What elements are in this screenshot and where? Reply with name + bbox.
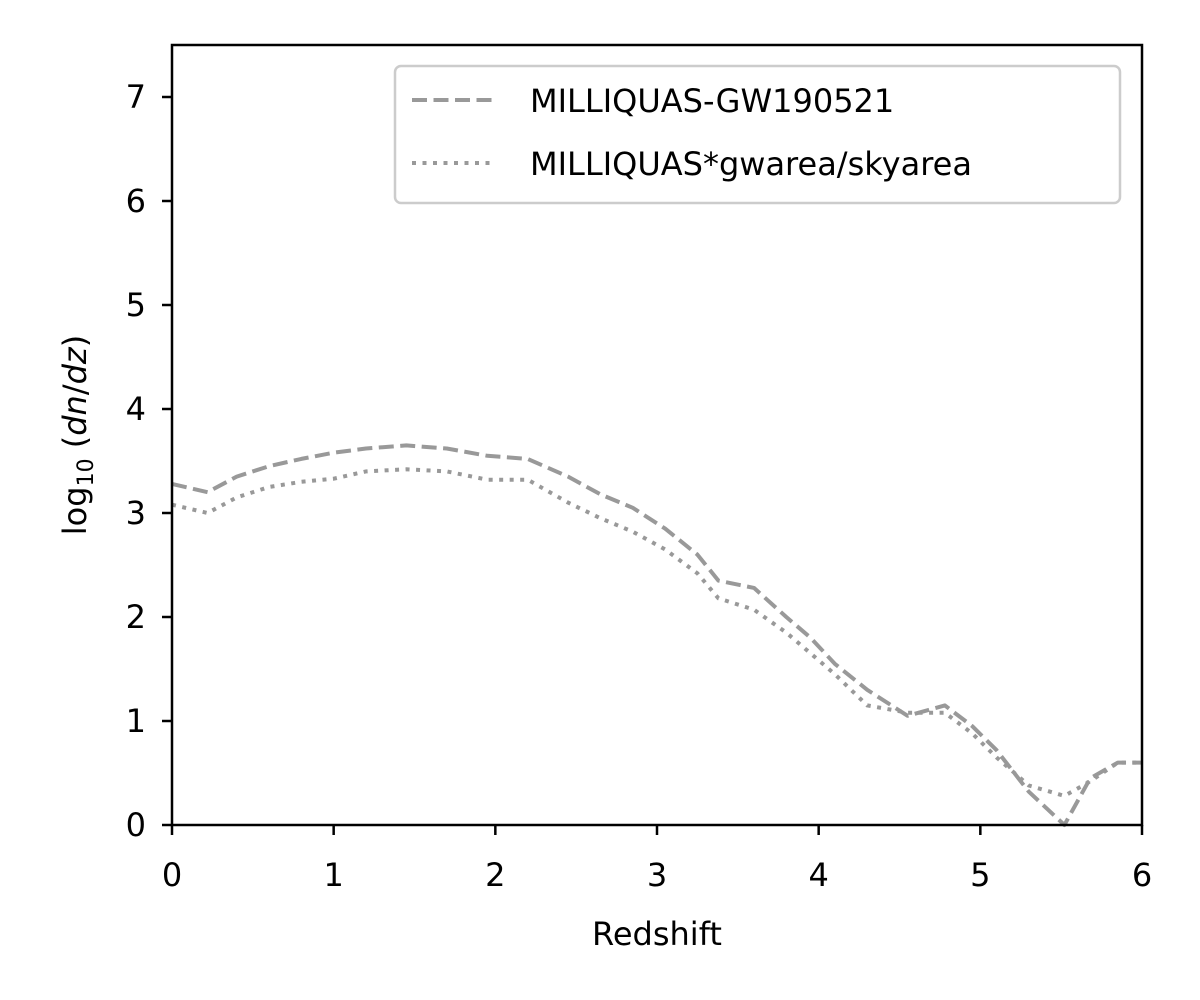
legend-label-milliquas-gw190521: MILLIQUAS-GW190521 — [530, 82, 894, 120]
y-tick-label: 1 — [126, 702, 146, 740]
x-tick-label: 1 — [323, 856, 343, 894]
y-axis-label-italic-dz: dz — [56, 346, 94, 384]
y-tick-label: 3 — [126, 494, 146, 532]
y-tick-label: 5 — [126, 286, 146, 324]
y-axis-label-close: ) — [56, 335, 94, 347]
legend: MILLIQUAS-GW190521 MILLIQUAS*gwarea/skya… — [393, 64, 1122, 205]
x-tick-label: 0 — [162, 856, 182, 894]
legend-label-milliquas-gwarea-skyarea: MILLIQUAS*gwarea/skyarea — [530, 145, 972, 183]
y-axis-label: log10 (dn/dz) — [56, 335, 99, 535]
x-tick-label: 5 — [970, 856, 990, 894]
y-tick-label: 2 — [126, 598, 146, 636]
y-tick-label: 7 — [126, 78, 146, 116]
series-line-milliquas-gwarea-skyarea — [171, 467, 1142, 798]
legend-box — [393, 64, 1122, 205]
y-axis-label-italic-dn: dn — [56, 395, 94, 436]
y-axis-label-subscript: 10 — [74, 458, 99, 486]
x-tick-label: 3 — [647, 856, 667, 894]
series-layer — [171, 443, 1142, 827]
series-line-milliquas-gw190521 — [171, 443, 1142, 827]
y-axis-label-slash: / — [56, 384, 94, 395]
x-tick-label: 6 — [1132, 856, 1152, 894]
x-tick-label: 2 — [485, 856, 505, 894]
x-axis-label: Redshift — [592, 915, 722, 953]
x-tick-label: 4 — [808, 856, 828, 894]
x-ticks: 0 1 2 3 4 5 6 — [162, 825, 1152, 894]
y-axis-label-open: ( — [56, 436, 94, 459]
y-axis-label-prefix: log — [56, 486, 94, 535]
y-ticks: 0 1 2 3 4 5 6 7 — [126, 78, 172, 844]
y-tick-label: 0 — [126, 806, 146, 844]
y-tick-label: 6 — [126, 182, 146, 220]
y-tick-label: 4 — [126, 390, 146, 428]
